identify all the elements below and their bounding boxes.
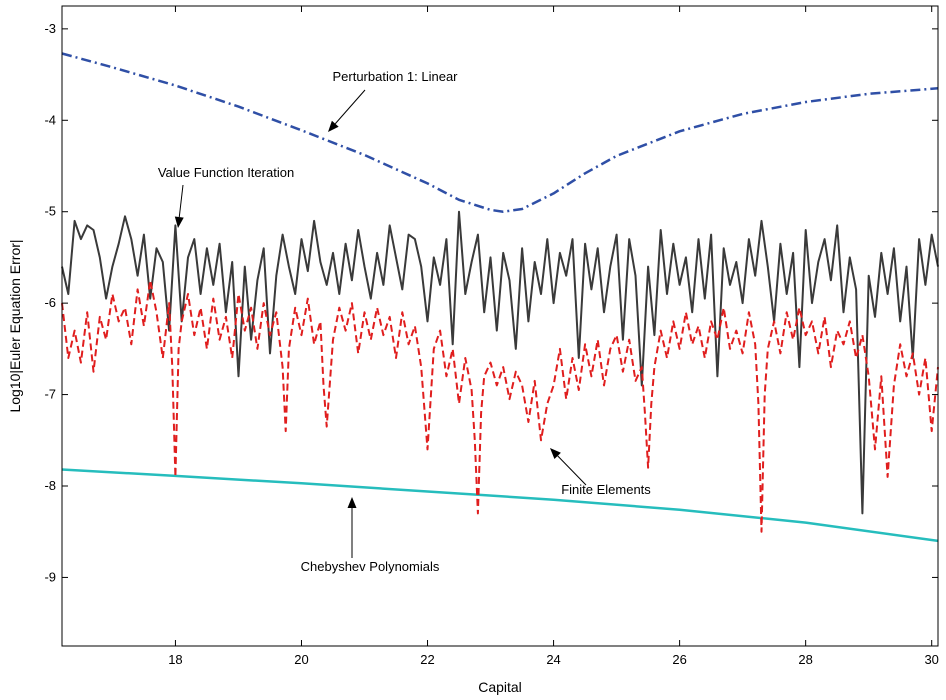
- x-tick-label: 24: [546, 652, 560, 667]
- arrow-head-vfi: [174, 216, 184, 228]
- arrow-head-perturbation: [328, 120, 339, 132]
- y-tick-label: -4: [44, 112, 56, 127]
- annotation-perturbation: Perturbation 1: Linear: [332, 69, 458, 84]
- arrow-perturbation: [334, 89, 366, 125]
- y-tick-label: -8: [44, 478, 56, 493]
- x-tick-label: 28: [798, 652, 812, 667]
- plot-frame: [61, 5, 939, 647]
- y-tick-label: -6: [44, 295, 56, 310]
- plot-area: [62, 6, 938, 646]
- tick-layer: 18 20 22 24 26 28 30 -3 -4 -5 -6 -7 -8 -9: [44, 6, 939, 667]
- annotation-layer: Perturbation 1: Linear Value Function Ite…: [158, 69, 651, 574]
- x-tick-label: 20: [294, 652, 308, 667]
- arrow-vfi: [178, 184, 184, 218]
- series-layer: [61, 52, 939, 543]
- annotation-vfi: Value Function Iteration: [158, 165, 294, 180]
- y-axis-label: Log10|Euler Equation Error|: [7, 239, 23, 412]
- series-line-fe: [61, 279, 939, 533]
- arrow-head-fe: [550, 448, 561, 460]
- arrow-head-chebyshev: [347, 497, 357, 508]
- y-tick-label: -5: [44, 204, 56, 219]
- x-tick-label: 22: [420, 652, 434, 667]
- x-axis-label: Capital: [478, 679, 522, 695]
- arrow-fe: [557, 455, 587, 486]
- y-tick-label: -7: [44, 387, 56, 402]
- series-line-perturbation: [61, 52, 939, 213]
- y-tick-label: -3: [44, 21, 56, 36]
- x-tick-label: 18: [168, 652, 182, 667]
- x-tick-label: 30: [924, 652, 938, 667]
- annotation-chebyshev: Chebyshev Polynomials: [301, 559, 440, 574]
- x-tick-label: 26: [672, 652, 686, 667]
- series-line-chebyshev: [61, 468, 939, 543]
- y-tick-label: -9: [44, 569, 56, 584]
- annotation-fe: Finite Elements: [561, 482, 651, 497]
- series-line-vfi: [61, 210, 939, 515]
